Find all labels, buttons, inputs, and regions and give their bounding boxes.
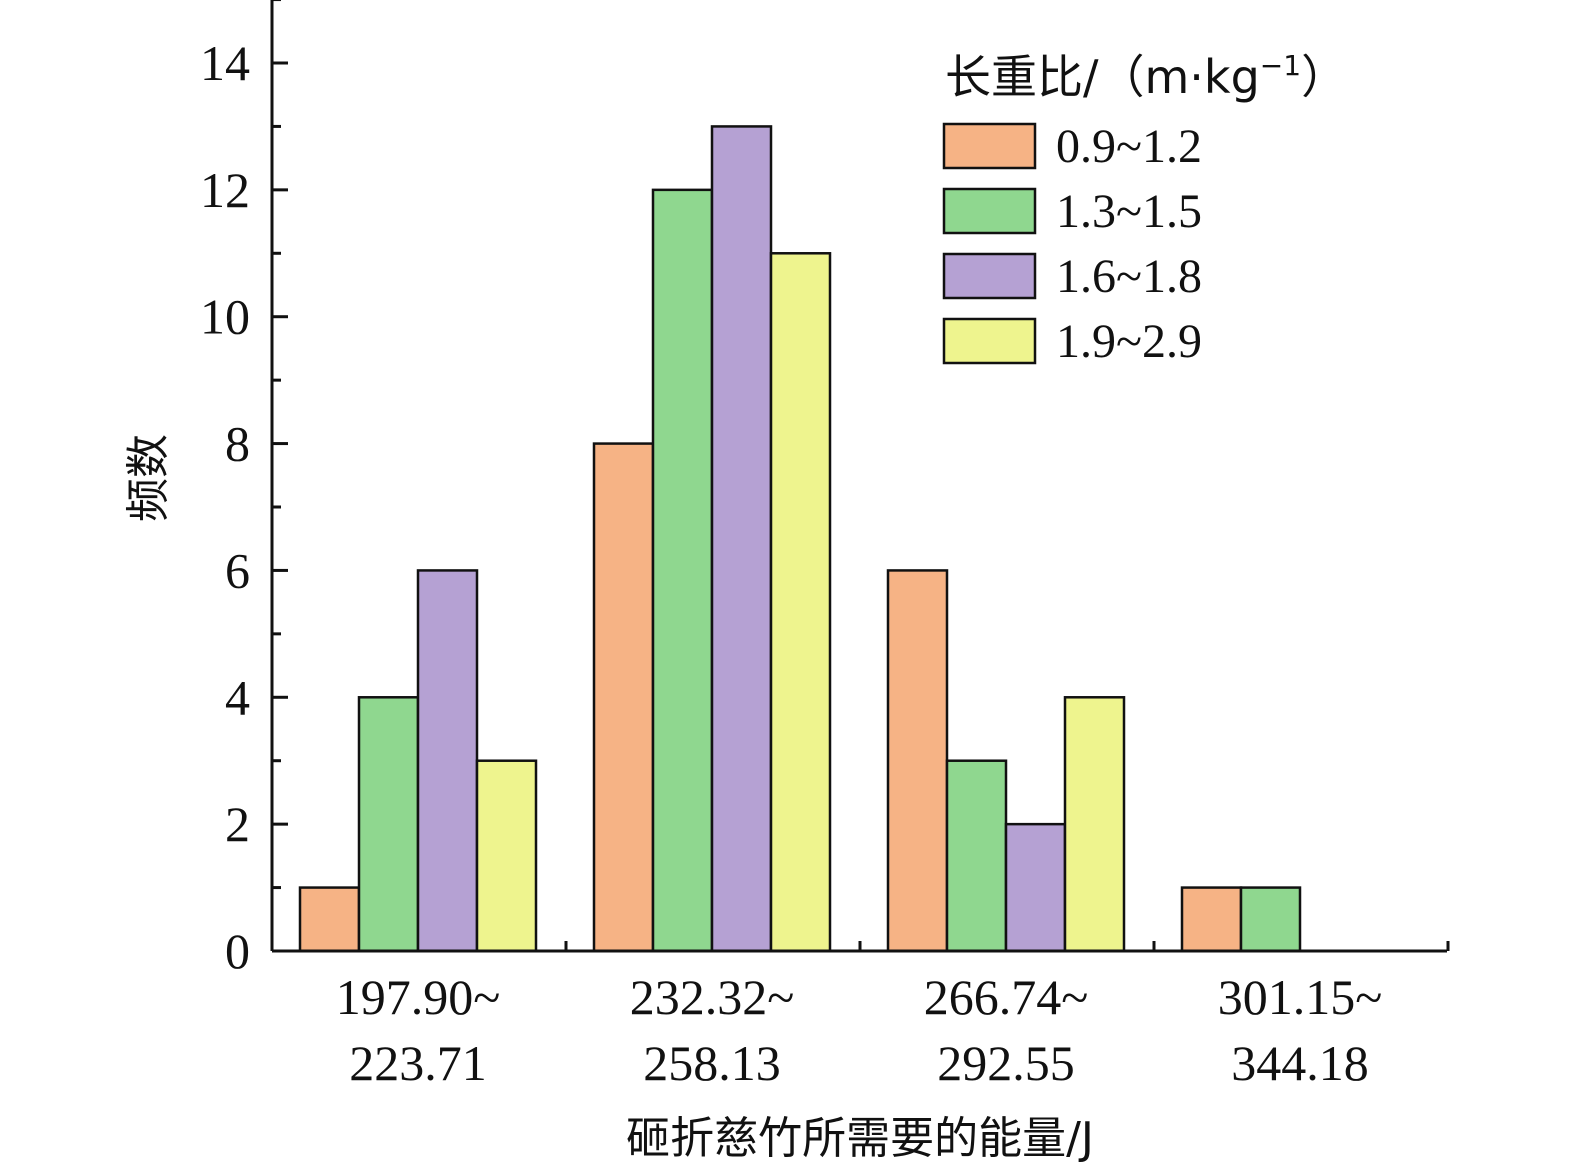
legend-swatch-4 bbox=[942, 317, 1037, 365]
legend-label-1: 0.9~1.2 bbox=[1056, 120, 1202, 173]
x-tick-label-4-line-2: 344.18 bbox=[1231, 1035, 1369, 1091]
x-tick-label-1-line-2: 223.71 bbox=[349, 1035, 487, 1091]
x-tick-label-4-line-1: 301.15~ bbox=[1218, 969, 1383, 1025]
bar-2-series-3 bbox=[710, 125, 773, 953]
y-tick-label-8: 8 bbox=[225, 416, 250, 472]
x-tick-label-3-line-1: 266.74~ bbox=[924, 969, 1089, 1025]
legend-swatch-3 bbox=[942, 252, 1037, 300]
legend: 长重比/（m·kg−1） 0.9~1.2 1.3~1.5 1.6~1.8 1.9~2.… bbox=[942, 49, 1347, 368]
x-tick-label-3-line-2: 292.55 bbox=[937, 1035, 1075, 1091]
y-tick-label-4: 4 bbox=[225, 669, 250, 725]
bar-2-series-1 bbox=[592, 442, 655, 953]
x-tick-label-2-line-1: 232.32~ bbox=[630, 969, 795, 1025]
bar-3-series-2 bbox=[945, 759, 1008, 953]
y-tick-label-6: 6 bbox=[225, 542, 250, 598]
bar-2-series-4 bbox=[769, 252, 832, 953]
bar-1-series-1 bbox=[298, 886, 361, 953]
x-axis-title: 砸折慈竹所需要的能量/J bbox=[626, 1113, 1094, 1164]
legend-swatch-2 bbox=[942, 187, 1037, 235]
y-tick-label-10: 10 bbox=[200, 289, 250, 345]
y-tick-label-14: 14 bbox=[200, 35, 250, 91]
bar-1-series-2 bbox=[357, 696, 420, 953]
y-tick-label-12: 12 bbox=[200, 162, 250, 218]
legend-swatch-1 bbox=[942, 122, 1037, 170]
bar-1-series-3 bbox=[416, 569, 479, 953]
x-tick-label-1-line-1: 197.90~ bbox=[336, 969, 501, 1025]
ticks-group: 0 2 4 6 8 10 12 14 197.90~ 223.71 232.32~ 258.13 266… bbox=[200, 0, 1450, 1091]
bar-3-series-4 bbox=[1063, 696, 1126, 953]
y-tick-label-0: 0 bbox=[225, 923, 250, 979]
legend-items: 0.9~1.2 1.3~1.5 1.6~1.8 1.9~2.9 bbox=[942, 120, 1202, 368]
legend-label-3: 1.6~1.8 bbox=[1056, 250, 1202, 303]
y-tick-label-2: 2 bbox=[225, 796, 250, 852]
legend-title: 长重比/（m·kg−1） bbox=[945, 49, 1347, 104]
legend-title-sup: −1 bbox=[1260, 49, 1301, 82]
x-tick-label-2-line-2: 258.13 bbox=[643, 1035, 781, 1091]
bar-2-series-2 bbox=[651, 188, 714, 953]
legend-title-main: 长重比/（m·kg bbox=[945, 50, 1260, 104]
bars-group bbox=[298, 125, 1302, 953]
bar-3-series-1 bbox=[886, 569, 949, 953]
bar-1-series-4 bbox=[475, 759, 538, 953]
bar-4-series-2 bbox=[1239, 886, 1302, 953]
bar-3-series-3 bbox=[1004, 822, 1067, 953]
legend-title-end: ） bbox=[1301, 50, 1347, 104]
legend-label-4: 1.9~2.9 bbox=[1056, 315, 1202, 368]
y-axis-title: 频数 bbox=[123, 434, 174, 522]
bar-4-series-1 bbox=[1180, 886, 1243, 953]
legend-label-2: 1.3~1.5 bbox=[1056, 185, 1202, 238]
